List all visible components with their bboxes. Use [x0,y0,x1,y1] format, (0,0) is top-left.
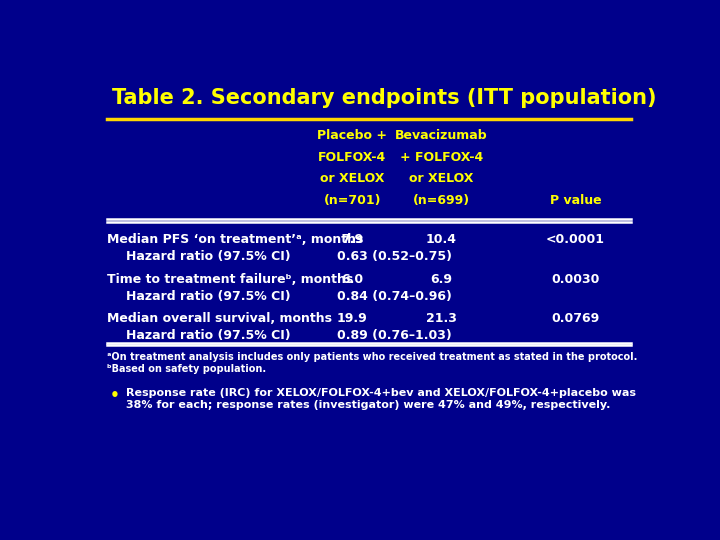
Text: 21.3: 21.3 [426,312,457,325]
Text: Time to treatment failureᵇ, months: Time to treatment failureᵇ, months [107,273,353,286]
Text: 7.9: 7.9 [341,233,364,246]
Text: FOLFOX-4: FOLFOX-4 [318,151,387,164]
Text: Bevacizumab: Bevacizumab [395,129,488,142]
Text: Table 2. Secondary endpoints (ITT population): Table 2. Secondary endpoints (ITT popula… [112,87,657,107]
Text: ᵇBased on safety population.: ᵇBased on safety population. [107,364,266,374]
Text: + FOLFOX-4: + FOLFOX-4 [400,151,483,164]
Text: Hazard ratio (97.5% CI): Hazard ratio (97.5% CI) [126,329,291,342]
Text: •: • [109,388,120,403]
Text: ᵃOn treatment analysis includes only patients who received treatment as stated i: ᵃOn treatment analysis includes only pat… [107,352,637,362]
Text: <0.0001: <0.0001 [546,233,605,246]
Text: 0.84 (0.74–0.96): 0.84 (0.74–0.96) [337,290,451,303]
Text: or XELOX: or XELOX [410,172,474,186]
Text: Hazard ratio (97.5% CI): Hazard ratio (97.5% CI) [126,250,291,263]
Text: Placebo +: Placebo + [318,129,387,142]
Text: 0.63 (0.52–0.75): 0.63 (0.52–0.75) [337,250,451,263]
Text: (n=699): (n=699) [413,194,470,207]
Text: Response rate (IRC) for XELOX/FOLFOX-4+bev and XELOX/FOLFOX-4+placebo was
38% fo: Response rate (IRC) for XELOX/FOLFOX-4+b… [126,388,636,410]
Text: 0.89 (0.76–1.03): 0.89 (0.76–1.03) [337,329,451,342]
Text: Hazard ratio (97.5% CI): Hazard ratio (97.5% CI) [126,290,291,303]
Text: 10.4: 10.4 [426,233,457,246]
Text: P value: P value [549,194,601,207]
Text: (n=701): (n=701) [323,194,381,207]
Text: Median PFS ‘on treatment’ᵃ, months: Median PFS ‘on treatment’ᵃ, months [107,233,363,246]
Text: 6.9: 6.9 [431,273,453,286]
Text: 0.0769: 0.0769 [552,312,600,325]
Text: 0.0030: 0.0030 [552,273,600,286]
Text: Median overall survival, months: Median overall survival, months [107,312,332,325]
Text: 6.0: 6.0 [341,273,364,286]
Text: 19.9: 19.9 [337,312,368,325]
Text: or XELOX: or XELOX [320,172,384,186]
